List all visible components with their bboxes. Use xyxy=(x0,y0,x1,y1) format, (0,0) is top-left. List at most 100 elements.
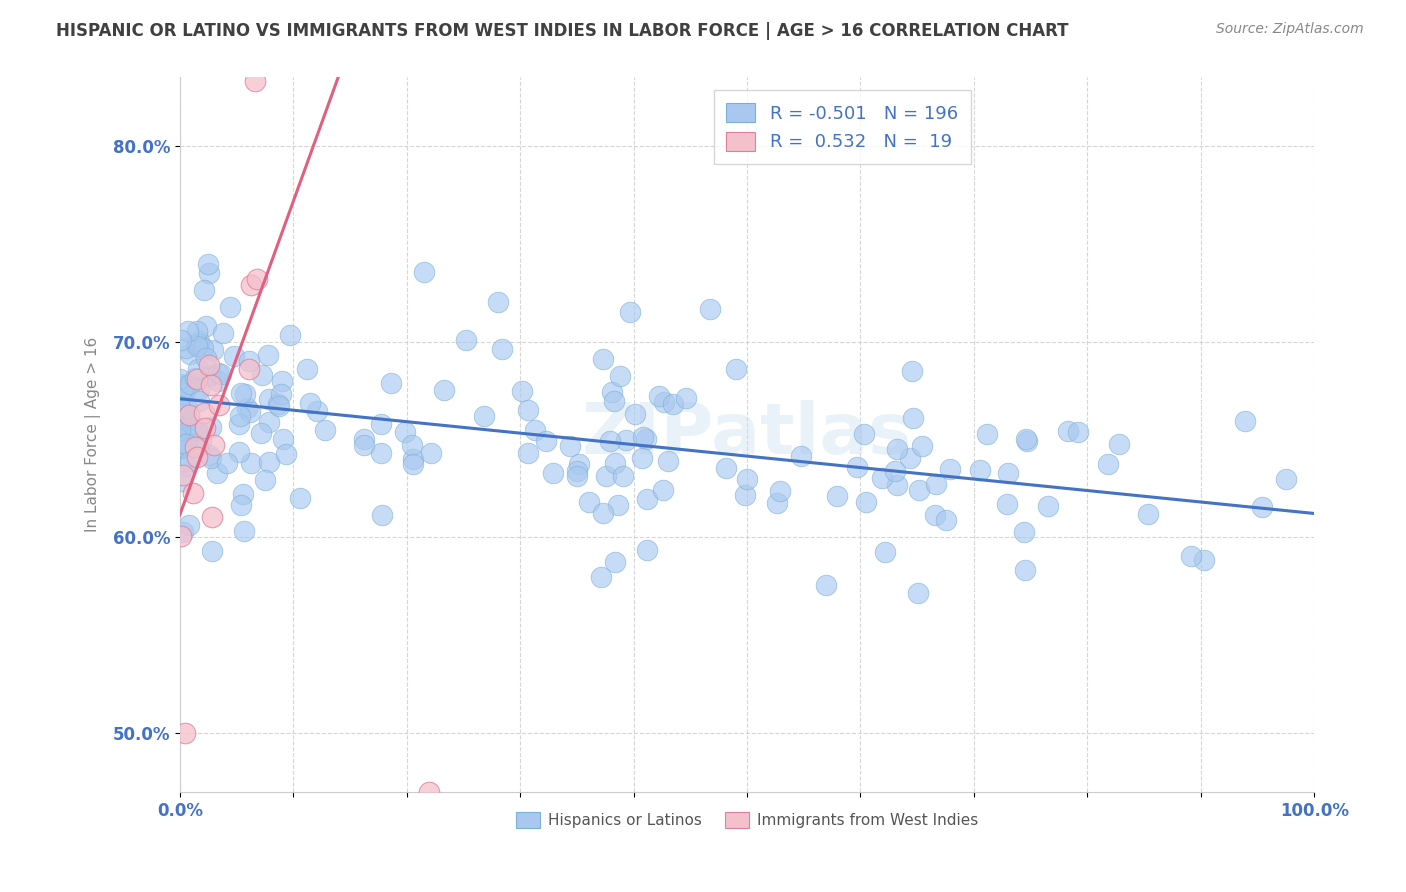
Point xyxy=(278,327,301,342)
Point xyxy=(249,426,271,441)
Point xyxy=(652,483,675,497)
Point xyxy=(172,416,194,430)
Point xyxy=(630,450,652,465)
Point xyxy=(194,421,217,435)
Point xyxy=(1108,437,1130,451)
Point xyxy=(170,439,193,453)
Point xyxy=(935,512,957,526)
Point xyxy=(486,295,509,310)
Point xyxy=(173,405,195,419)
Point xyxy=(901,363,924,377)
Point xyxy=(648,389,671,403)
Point xyxy=(186,371,208,385)
Point xyxy=(177,408,200,422)
Point xyxy=(169,333,191,347)
Point xyxy=(200,377,222,392)
Point xyxy=(454,333,477,347)
Point xyxy=(188,382,211,396)
Point xyxy=(184,440,207,454)
Point xyxy=(200,450,222,465)
Point xyxy=(176,401,198,416)
Point xyxy=(1038,499,1060,513)
Point xyxy=(623,407,645,421)
Point xyxy=(184,423,207,437)
Point xyxy=(600,384,623,399)
Point xyxy=(517,446,540,460)
Point xyxy=(353,438,375,452)
Point xyxy=(925,476,948,491)
Point xyxy=(790,449,813,463)
Y-axis label: In Labor Force | Age > 16: In Labor Force | Age > 16 xyxy=(86,337,101,533)
Point xyxy=(188,334,211,348)
Point xyxy=(215,456,238,470)
Text: Source: ZipAtlas.com: Source: ZipAtlas.com xyxy=(1216,22,1364,37)
Point xyxy=(169,799,191,814)
Point xyxy=(661,397,683,411)
Point xyxy=(924,508,946,522)
Point xyxy=(769,484,792,499)
Point xyxy=(169,423,191,437)
Point xyxy=(172,385,194,400)
Point xyxy=(197,358,219,372)
Point xyxy=(907,586,929,600)
Point xyxy=(565,468,588,483)
Point xyxy=(815,578,838,592)
Point xyxy=(229,409,252,423)
Point xyxy=(852,426,875,441)
Point xyxy=(675,391,697,405)
Text: HISPANIC OR LATINO VS IMMIGRANTS FROM WEST INDIES IN LABOR FORCE | AGE > 16 CORR: HISPANIC OR LATINO VS IMMIGRANTS FROM WE… xyxy=(56,22,1069,40)
Point xyxy=(1057,425,1080,439)
Point xyxy=(599,434,621,449)
Point xyxy=(267,397,290,411)
Point xyxy=(202,438,225,452)
Point xyxy=(195,318,218,333)
Point xyxy=(288,491,311,505)
Point xyxy=(1194,553,1216,567)
Point xyxy=(209,368,232,382)
Point xyxy=(636,542,658,557)
Point xyxy=(176,342,198,356)
Point xyxy=(169,372,191,386)
Point xyxy=(181,417,204,431)
Point xyxy=(187,439,209,453)
Point xyxy=(208,398,231,412)
Point xyxy=(402,451,425,466)
Point xyxy=(202,343,225,357)
Point xyxy=(186,337,208,351)
Point xyxy=(870,471,893,485)
Point xyxy=(412,265,434,279)
Point xyxy=(169,427,191,442)
Point xyxy=(257,348,280,362)
Point xyxy=(735,472,758,486)
Point xyxy=(1275,472,1298,486)
Point xyxy=(181,485,204,500)
Point xyxy=(491,343,513,357)
Point xyxy=(1180,549,1202,563)
Point xyxy=(253,473,276,487)
Point xyxy=(179,377,201,392)
Point xyxy=(884,465,907,479)
Point xyxy=(193,284,215,298)
Point xyxy=(252,368,274,383)
Point xyxy=(603,555,626,569)
Point xyxy=(174,436,197,450)
Point xyxy=(172,525,194,540)
Point xyxy=(205,467,228,481)
Point xyxy=(245,74,267,88)
Point xyxy=(172,379,194,393)
Point xyxy=(239,405,262,419)
Point xyxy=(219,300,242,314)
Point xyxy=(177,324,200,338)
Point xyxy=(1015,432,1038,446)
Point xyxy=(229,498,252,512)
Point xyxy=(172,387,194,401)
Point xyxy=(401,437,423,451)
Legend: Hispanics or Latinos, Immigrants from West Indies: Hispanics or Latinos, Immigrants from We… xyxy=(510,805,984,834)
Point xyxy=(174,726,197,740)
Point xyxy=(186,424,208,438)
Point xyxy=(418,785,440,799)
Point xyxy=(186,339,208,353)
Point xyxy=(271,375,294,389)
Point xyxy=(420,446,443,460)
Point xyxy=(631,430,654,444)
